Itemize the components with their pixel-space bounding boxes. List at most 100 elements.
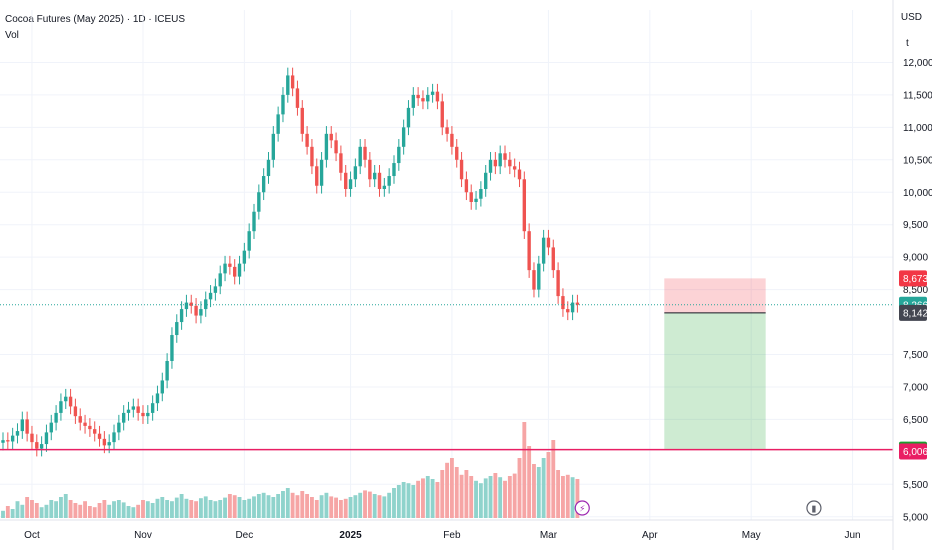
candle-body[interactable] bbox=[117, 422, 121, 433]
candle-body[interactable] bbox=[358, 146, 362, 167]
candle-body[interactable] bbox=[546, 237, 551, 248]
candle-body[interactable] bbox=[213, 286, 218, 293]
candle-body[interactable] bbox=[175, 322, 179, 336]
candle-body[interactable] bbox=[266, 159, 271, 177]
candle-body[interactable] bbox=[527, 231, 531, 271]
candle-body[interactable] bbox=[353, 166, 358, 180]
candle-body[interactable] bbox=[368, 159, 372, 180]
candle-body[interactable] bbox=[319, 159, 324, 186]
candle-body[interactable] bbox=[39, 444, 44, 449]
candle-body[interactable] bbox=[416, 94, 420, 99]
candle-body[interactable] bbox=[522, 179, 527, 232]
candle-body[interactable] bbox=[261, 176, 266, 193]
position-stop-zone[interactable] bbox=[664, 278, 766, 313]
candle-body[interactable] bbox=[93, 429, 97, 434]
candle-body[interactable] bbox=[541, 237, 546, 264]
candle-body[interactable] bbox=[271, 133, 276, 160]
candle-body[interactable] bbox=[382, 185, 387, 190]
candle-body[interactable] bbox=[44, 432, 49, 445]
candle-body[interactable] bbox=[556, 270, 560, 297]
candle-body[interactable] bbox=[344, 172, 348, 190]
currency-label[interactable]: USD bbox=[900, 12, 922, 23]
candle-body[interactable] bbox=[237, 263, 242, 277]
candle-body[interactable] bbox=[49, 422, 53, 433]
candle-body[interactable] bbox=[160, 380, 164, 394]
candle-body[interactable] bbox=[498, 153, 502, 167]
candle-body[interactable] bbox=[363, 146, 367, 160]
candle-body[interactable] bbox=[97, 433, 102, 439]
candle-body[interactable] bbox=[440, 101, 444, 128]
candle-body[interactable] bbox=[348, 179, 353, 190]
candle-body[interactable] bbox=[484, 172, 488, 190]
candle-body[interactable] bbox=[276, 114, 280, 134]
candle-body[interactable] bbox=[281, 94, 285, 115]
candle-body[interactable] bbox=[184, 302, 189, 310]
candle-body[interactable] bbox=[566, 309, 570, 313]
candle-body[interactable] bbox=[25, 419, 29, 434]
candle-body[interactable] bbox=[392, 163, 396, 177]
price-label-tag[interactable] bbox=[899, 443, 927, 460]
candle-body[interactable] bbox=[426, 94, 430, 102]
candle-body[interactable] bbox=[450, 133, 454, 147]
lightning-icon[interactable] bbox=[574, 500, 590, 516]
candle-body[interactable] bbox=[218, 273, 222, 287]
candle-body[interactable] bbox=[324, 133, 329, 160]
candle-body[interactable] bbox=[189, 302, 193, 306]
candle-body[interactable] bbox=[126, 409, 131, 413]
candle-body[interactable] bbox=[397, 146, 401, 164]
candle-body[interactable] bbox=[517, 169, 522, 180]
candle-body[interactable] bbox=[15, 431, 20, 436]
candle-body[interactable] bbox=[155, 393, 160, 404]
candle-body[interactable] bbox=[339, 153, 343, 173]
price-label-tag[interactable] bbox=[899, 270, 927, 287]
candle-body[interactable] bbox=[6, 440, 10, 442]
candle-body[interactable] bbox=[204, 299, 208, 310]
candle-body[interactable] bbox=[464, 179, 469, 193]
candle-body[interactable] bbox=[228, 263, 232, 267]
candle-body[interactable] bbox=[537, 263, 541, 290]
candle-body[interactable] bbox=[131, 406, 136, 410]
candle-body[interactable] bbox=[35, 442, 39, 449]
candle-body[interactable] bbox=[512, 166, 517, 170]
candle-body[interactable] bbox=[295, 88, 300, 108]
candle-body[interactable] bbox=[493, 159, 498, 167]
candle-body[interactable] bbox=[30, 433, 34, 443]
candle-body[interactable] bbox=[508, 159, 512, 167]
price-label-tag[interactable] bbox=[899, 304, 927, 321]
candle-body[interactable] bbox=[252, 211, 256, 232]
candle-body[interactable] bbox=[459, 159, 464, 180]
candle-body[interactable] bbox=[179, 309, 184, 323]
volume-indicator-label[interactable]: Vol bbox=[5, 30, 19, 41]
candle-body[interactable] bbox=[102, 438, 107, 446]
candle-body[interactable] bbox=[411, 94, 415, 108]
candle-body[interactable] bbox=[479, 189, 483, 199]
candle-body[interactable] bbox=[10, 435, 15, 442]
earnings-icon[interactable] bbox=[806, 500, 822, 516]
candle-body[interactable] bbox=[421, 98, 425, 102]
candle-body[interactable] bbox=[372, 172, 377, 180]
candle-body[interactable] bbox=[469, 192, 473, 202]
candle-body[interactable] bbox=[334, 140, 338, 154]
candle-body[interactable] bbox=[107, 442, 111, 446]
candle-body[interactable] bbox=[208, 292, 213, 300]
candle-body[interactable] bbox=[247, 231, 251, 251]
candle-body[interactable] bbox=[445, 127, 449, 134]
candle-body[interactable] bbox=[78, 416, 82, 423]
candle-body[interactable] bbox=[474, 198, 478, 202]
candle-body[interactable] bbox=[488, 159, 493, 173]
candle-body[interactable] bbox=[455, 146, 459, 160]
candle-body[interactable] bbox=[59, 401, 63, 413]
candle-body[interactable] bbox=[242, 250, 247, 264]
candle-body[interactable] bbox=[165, 360, 169, 381]
candle-body[interactable] bbox=[305, 133, 309, 147]
candle-body[interactable] bbox=[233, 266, 237, 277]
candle-body[interactable] bbox=[170, 335, 174, 361]
candle-body[interactable] bbox=[223, 263, 227, 274]
candle-body[interactable] bbox=[430, 91, 435, 95]
candle-body[interactable] bbox=[286, 75, 290, 95]
candle-body[interactable] bbox=[146, 412, 150, 417]
candle-body[interactable] bbox=[315, 166, 319, 186]
candle-body[interactable] bbox=[73, 406, 78, 417]
candle-body[interactable] bbox=[532, 270, 536, 290]
candle-body[interactable] bbox=[377, 172, 382, 190]
